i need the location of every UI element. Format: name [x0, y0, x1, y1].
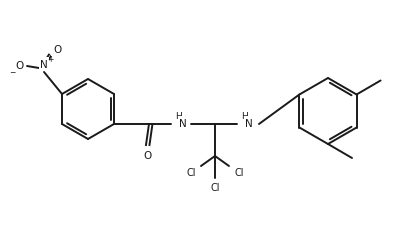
Text: N: N: [40, 60, 48, 70]
Text: O: O: [15, 61, 23, 71]
Text: Cl: Cl: [234, 167, 244, 177]
Text: H: H: [175, 112, 182, 121]
Text: +: +: [47, 54, 53, 63]
Text: −: −: [9, 68, 15, 77]
Text: O: O: [143, 150, 152, 160]
Text: N: N: [245, 119, 253, 128]
Text: Cl: Cl: [186, 167, 196, 177]
Text: O: O: [53, 45, 61, 55]
Text: N: N: [179, 119, 187, 128]
Text: Cl: Cl: [210, 182, 220, 192]
Text: H: H: [242, 112, 248, 121]
